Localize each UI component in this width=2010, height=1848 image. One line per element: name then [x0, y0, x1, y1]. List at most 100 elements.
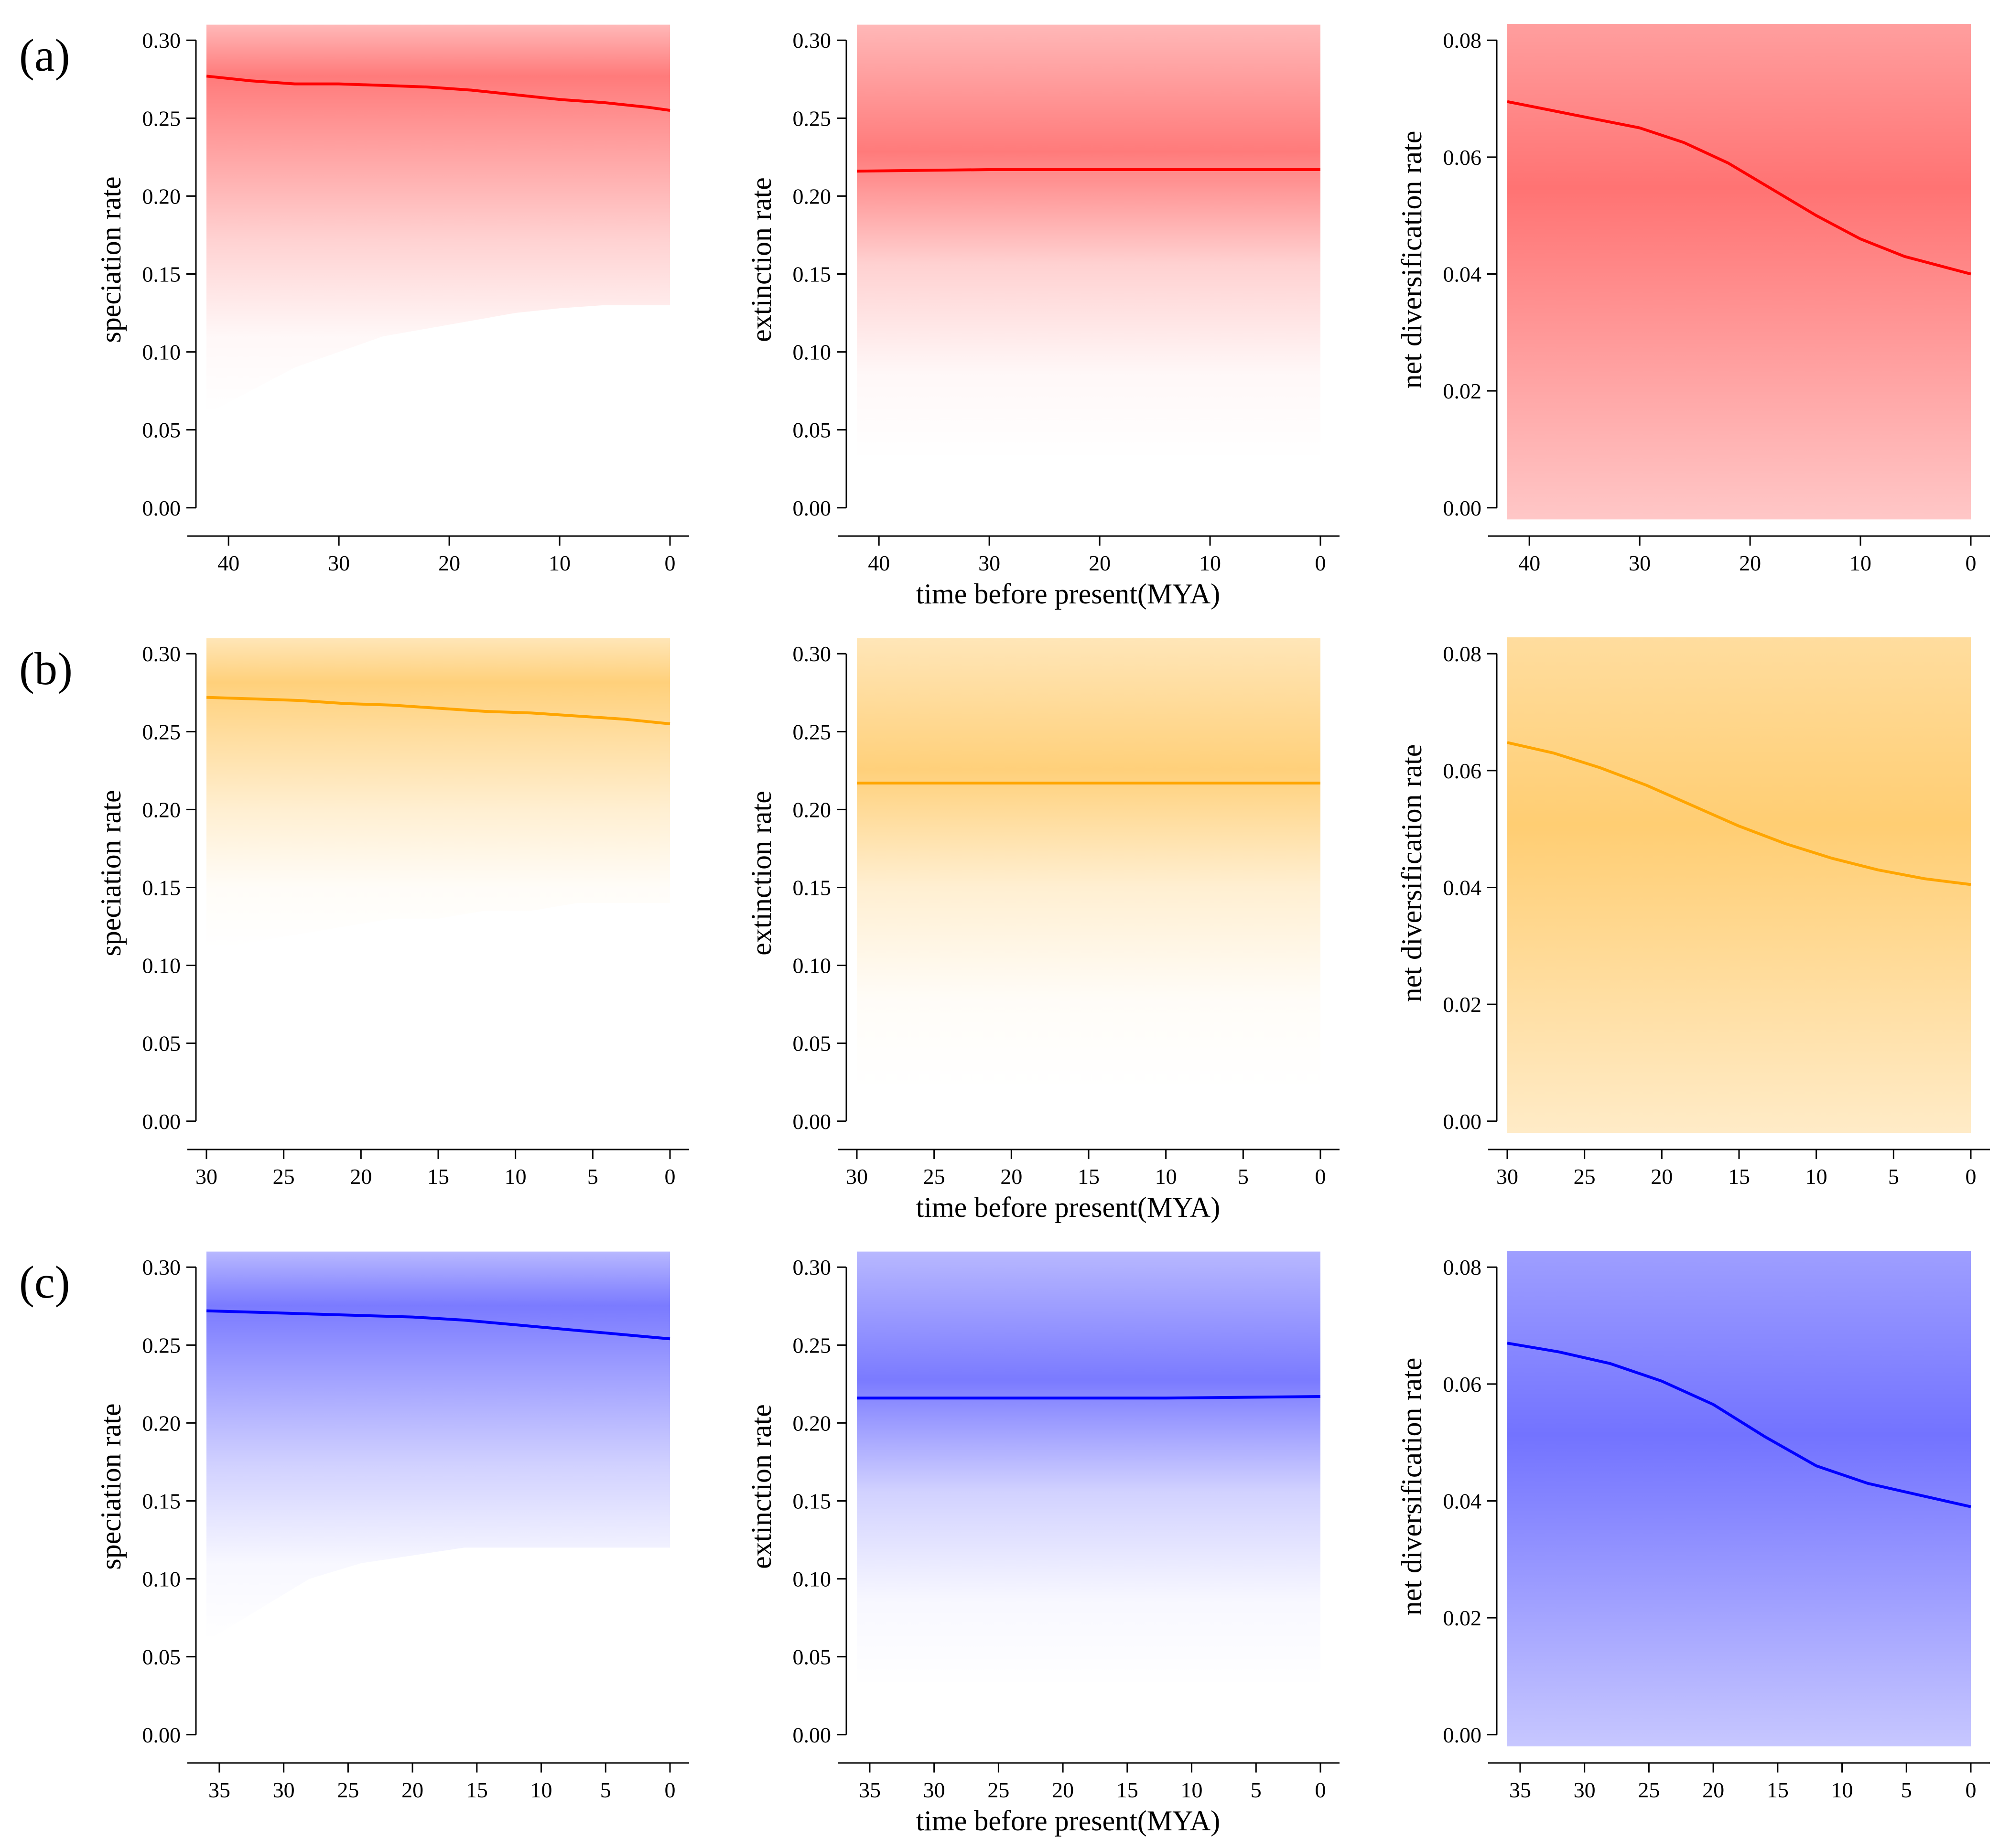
y-tick-label: 0.20 [142, 1411, 181, 1435]
row-label-c: (c) [19, 1257, 70, 1308]
y-tick-label: 0.10 [793, 340, 832, 365]
x-tick-label: 20 [438, 551, 460, 575]
x-tick-label: 5 [600, 1778, 611, 1802]
y-tick-label: 0.15 [793, 262, 832, 287]
x-tick-label: 15 [427, 1164, 449, 1189]
panel-0-0: 0.00 0.05 0.10 0.15 0.20 0.25 0.30 speciation r… [95, 24, 689, 575]
y-tick-label: 0.06 [1443, 1372, 1482, 1397]
credible-band [857, 24, 1320, 461]
x-tick-label: 0 [665, 551, 676, 575]
x-tick-label: 35 [859, 1778, 881, 1802]
x-axis-title-b: time before present(MYA) [916, 1192, 1220, 1223]
x-tick-label: 25 [337, 1778, 359, 1802]
y-tick-label: 0.02 [1443, 992, 1482, 1017]
y-tick-label: 0.04 [1443, 1489, 1482, 1514]
y-tick-label: 0.30 [142, 1255, 181, 1279]
y-tick-label: 0.06 [1443, 759, 1482, 783]
y-tick-label: 0.05 [142, 1645, 181, 1669]
y-tick-label: 0.05 [793, 1645, 832, 1669]
x-tick-label: 40 [868, 551, 890, 575]
y-tick-label: 0.05 [142, 418, 181, 442]
y-tick-label: 0.20 [142, 184, 181, 208]
y-tick-label: 0.25 [793, 106, 832, 130]
x-tick-label: 10 [1849, 551, 1871, 575]
y-axis-title: net diversification rate [1396, 131, 1427, 389]
x-tick-label: 10 [1155, 1164, 1177, 1189]
x-tick-label: 5 [1238, 1164, 1249, 1189]
y-tick-label: 0.00 [1443, 1109, 1482, 1134]
credible-band [206, 24, 670, 415]
x-tick-label: 10 [505, 1164, 527, 1189]
y-tick-label: 0.30 [793, 1255, 832, 1279]
y-tick-label: 0.04 [1443, 876, 1482, 900]
median-rate-line [1507, 741, 1971, 886]
x-tick-label: 0 [1966, 1164, 1977, 1189]
credible-band [1507, 1251, 1971, 1747]
y-tick-label: 0.00 [1443, 496, 1482, 520]
x-tick-label: 5 [1251, 1778, 1262, 1802]
y-axis-title: speciation rate [95, 1403, 127, 1569]
y-axis-title: speciation rate [95, 790, 127, 956]
median-rate-line [206, 1309, 670, 1341]
x-tick-label: 15 [466, 1778, 488, 1802]
y-tick-label: 0.00 [793, 1723, 832, 1747]
y-tick-label: 0.25 [793, 720, 832, 744]
x-tick-label: 0 [1315, 1164, 1326, 1189]
x-tick-label: 10 [530, 1778, 552, 1802]
y-tick-label: 0.25 [142, 720, 181, 744]
x-tick-label: 10 [1805, 1164, 1827, 1189]
y-tick-label: 0.05 [142, 1031, 181, 1056]
y-tick-label: 0.00 [142, 496, 181, 520]
x-tick-label: 25 [273, 1164, 295, 1189]
y-tick-label: 0.15 [793, 1489, 832, 1514]
y-axis-title: net diversification rate [1396, 744, 1427, 1002]
y-axis-title: net diversification rate [1396, 1358, 1427, 1616]
median-rate-line [857, 1395, 1321, 1400]
panel-1-2: 0.00 0.02 0.04 0.06 0.08 net diversification … [1396, 637, 1990, 1189]
x-axis-titles: time before present(MYA) time before pre… [916, 578, 1220, 1837]
y-tick-label: 0.10 [793, 1567, 832, 1591]
panel-0-1: 0.00 0.05 0.10 0.15 0.20 0.25 0.30 extinction r… [746, 24, 1340, 575]
credible-band [857, 1251, 1320, 1688]
x-tick-label: 0 [665, 1778, 676, 1802]
x-tick-label: 20 [1089, 551, 1111, 575]
y-tick-label: 0.08 [1443, 642, 1482, 666]
x-tick-label: 30 [846, 1164, 868, 1189]
x-tick-label: 0 [665, 1164, 676, 1189]
x-axis-title-a: time before present(MYA) [916, 578, 1220, 610]
y-tick-label: 0.25 [142, 1333, 181, 1357]
x-tick-label: 30 [328, 551, 350, 575]
x-tick-label: 15 [1116, 1778, 1138, 1802]
y-tick-label: 0.10 [142, 340, 181, 365]
panel-2-2: 0.00 0.02 0.04 0.06 0.08 net diversification … [1396, 1251, 1990, 1802]
x-tick-label: 20 [350, 1164, 372, 1189]
row-label-b: (b) [19, 643, 73, 694]
panel-1-1: 0.00 0.05 0.10 0.15 0.20 0.25 0.30 extinction r… [746, 638, 1340, 1189]
x-tick-label: 30 [1496, 1164, 1518, 1189]
x-tick-label: 35 [208, 1778, 230, 1802]
y-tick-label: 0.00 [1443, 1723, 1482, 1747]
y-axis-title: speciation rate [95, 176, 127, 343]
y-tick-label: 0.20 [793, 797, 832, 822]
x-tick-label: 15 [1728, 1164, 1750, 1189]
y-tick-label: 0.15 [142, 1489, 181, 1514]
y-tick-label: 0.02 [1443, 379, 1482, 403]
y-tick-label: 0.10 [142, 1567, 181, 1591]
panel-2-0: 0.00 0.05 0.10 0.15 0.20 0.25 0.30 speciation r… [95, 1251, 689, 1802]
x-tick-label: 10 [1831, 1778, 1853, 1802]
x-tick-label: 10 [1181, 1778, 1203, 1802]
median-rate-line [206, 75, 670, 112]
x-tick-label: 20 [1052, 1778, 1074, 1802]
x-tick-label: 25 [923, 1164, 945, 1189]
y-axis-title: extinction rate [746, 177, 777, 342]
x-tick-label: 0 [1966, 1778, 1977, 1802]
x-tick-label: 30 [195, 1164, 217, 1189]
x-tick-label: 10 [549, 551, 571, 575]
credible-band [1507, 637, 1971, 1133]
y-tick-label: 0.25 [142, 106, 181, 130]
x-tick-label: 30 [273, 1778, 295, 1802]
panel-1-0: 0.00 0.05 0.10 0.15 0.20 0.25 0.30 speciation r… [95, 638, 689, 1189]
x-tick-label: 20 [1651, 1164, 1673, 1189]
credible-band [857, 638, 1320, 1090]
